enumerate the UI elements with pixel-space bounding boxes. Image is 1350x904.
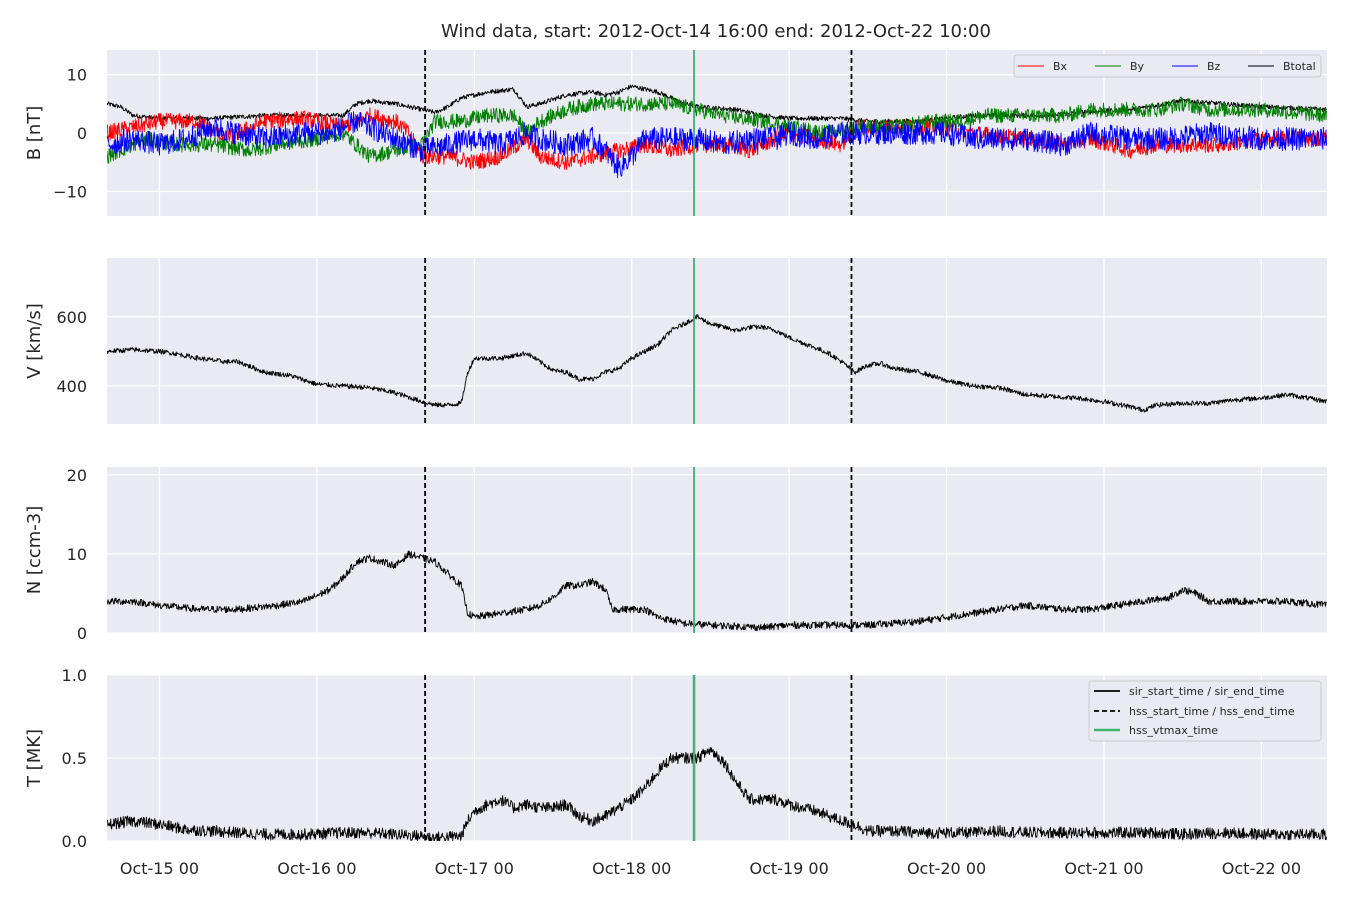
y-tick-label: 400 bbox=[56, 377, 87, 396]
x-tick-label: Oct-19 00 bbox=[750, 859, 829, 878]
legend-box bbox=[1013, 54, 1322, 78]
series-line-t bbox=[107, 746, 1327, 841]
legend-label-3: hss_vtmax_time bbox=[1129, 724, 1218, 737]
legend-box bbox=[1088, 680, 1322, 742]
series-line-v bbox=[107, 314, 1327, 413]
y-axis-label: V [km/s] bbox=[24, 303, 45, 378]
panel-background bbox=[107, 258, 1327, 424]
chart-panels: 10 0 −10 B [nT] Bx By Bz Btotal 600 400 V [km/s] 20… bbox=[24, 50, 1327, 851]
y-tick-label: −10 bbox=[53, 182, 87, 201]
legend-label-by: By bbox=[1130, 60, 1145, 73]
y-axis-label: N [ccm-3] bbox=[24, 506, 45, 595]
series-group bbox=[107, 314, 1327, 413]
x-tick-label: Oct-21 00 bbox=[1064, 859, 1143, 878]
x-tick-label: Oct-16 00 bbox=[277, 859, 356, 878]
y-tick-label: 600 bbox=[56, 308, 87, 327]
y-axis-label: T [MK] bbox=[24, 729, 45, 788]
series-group bbox=[107, 746, 1327, 841]
y-tick-label: 0 bbox=[77, 624, 87, 643]
y-tick-label: 0 bbox=[77, 124, 87, 143]
y-tick-label: 1.0 bbox=[62, 666, 87, 685]
panel-2: 600 400 V [km/s] bbox=[24, 258, 1327, 424]
panel-1: 10 0 −10 B [nT] Bx By Bz Btotal bbox=[24, 50, 1327, 216]
x-tick-label: Oct-18 00 bbox=[592, 859, 671, 878]
series-group bbox=[107, 84, 1327, 179]
y-tick-label: 10 bbox=[67, 66, 87, 85]
x-tick-label: Oct-22 00 bbox=[1222, 859, 1301, 878]
y-tick-label: 20 bbox=[67, 466, 87, 485]
legend-label-bz: Bz bbox=[1207, 60, 1221, 73]
x-axis-ticks: Oct-15 00 Oct-16 00 Oct-17 00 Oct-18 00 Oct-… bbox=[120, 859, 1301, 878]
y-axis-label: B [nT] bbox=[24, 106, 45, 161]
y-tick-label: 0.0 bbox=[62, 832, 87, 851]
legend-label-1: sir_start_time / sir_end_time bbox=[1129, 685, 1285, 698]
series-line-bz bbox=[107, 111, 1327, 179]
y-tick-label: 10 bbox=[67, 545, 87, 564]
panel-3: 20 10 0 N [ccm-3] bbox=[24, 466, 1327, 643]
panel-background bbox=[107, 467, 1327, 633]
y-tick-label: 0.5 bbox=[62, 749, 87, 768]
chart-title: Wind data, start: 2012-Oct-14 16:00 end:… bbox=[441, 21, 991, 42]
series-group bbox=[107, 550, 1327, 632]
panel-4: 1.0 0.5 0.0 T [MK] sir_start_time / sir_end_… bbox=[24, 666, 1327, 851]
series-line-bx bbox=[107, 107, 1327, 171]
x-tick-label: Oct-20 00 bbox=[907, 859, 986, 878]
b-legend: Bx By Bz Btotal bbox=[1013, 54, 1322, 78]
legend-label-btotal: Btotal bbox=[1283, 60, 1316, 73]
series-line-n bbox=[107, 550, 1327, 632]
t-legend: sir_start_time / sir_end_time hss_start_t… bbox=[1088, 680, 1322, 742]
legend-label-2: hss_start_time / hss_end_time bbox=[1129, 705, 1295, 718]
x-tick-label: Oct-15 00 bbox=[120, 859, 199, 878]
legend-label-bx: Bx bbox=[1053, 60, 1068, 73]
x-tick-label: Oct-17 00 bbox=[435, 859, 514, 878]
